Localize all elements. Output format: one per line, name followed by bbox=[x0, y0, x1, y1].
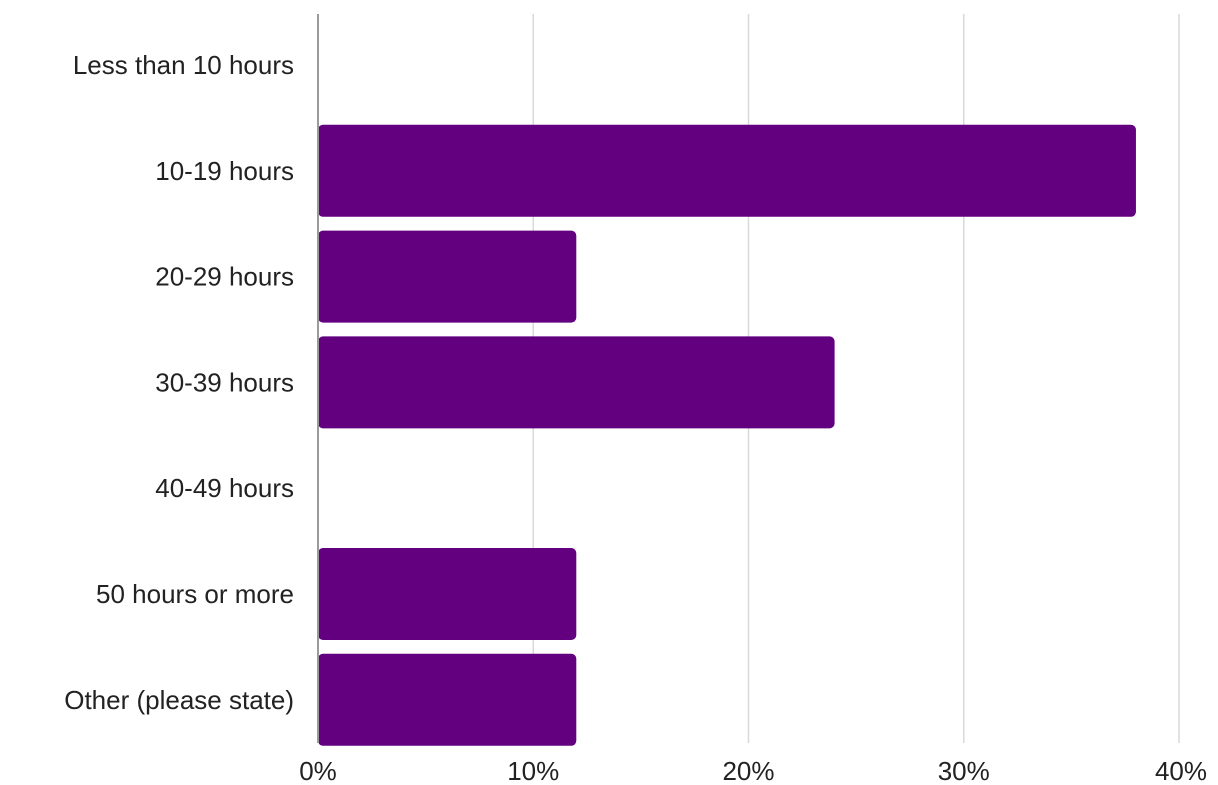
bar bbox=[318, 653, 577, 746]
category-label: 30-39 hours bbox=[155, 367, 294, 397]
x-tick-label: 0% bbox=[299, 756, 337, 785]
bar bbox=[318, 124, 1136, 217]
bar bbox=[318, 230, 577, 323]
x-tick-label: 10% bbox=[507, 756, 559, 785]
category-label: 20-29 hours bbox=[155, 262, 294, 292]
bars bbox=[318, 124, 1136, 746]
category-label: 10-19 hours bbox=[155, 156, 294, 186]
category-label: 40-49 hours bbox=[155, 473, 294, 503]
x-tick-label: 30% bbox=[938, 756, 990, 785]
category-label: Less than 10 hours bbox=[73, 50, 294, 80]
x-tick-label: 20% bbox=[722, 756, 774, 785]
x-tick-labels: 0% 10% 20% 30% 40% bbox=[299, 756, 1207, 785]
category-labels: Less than 10 hours 10-19 hours 20-29 hours… bbox=[64, 50, 294, 715]
category-label: Other (please state) bbox=[64, 685, 294, 715]
x-tick-label: 40% bbox=[1155, 756, 1207, 785]
category-label: 50 hours or more bbox=[96, 579, 294, 609]
bar bbox=[318, 548, 577, 640]
bar bbox=[318, 336, 835, 429]
